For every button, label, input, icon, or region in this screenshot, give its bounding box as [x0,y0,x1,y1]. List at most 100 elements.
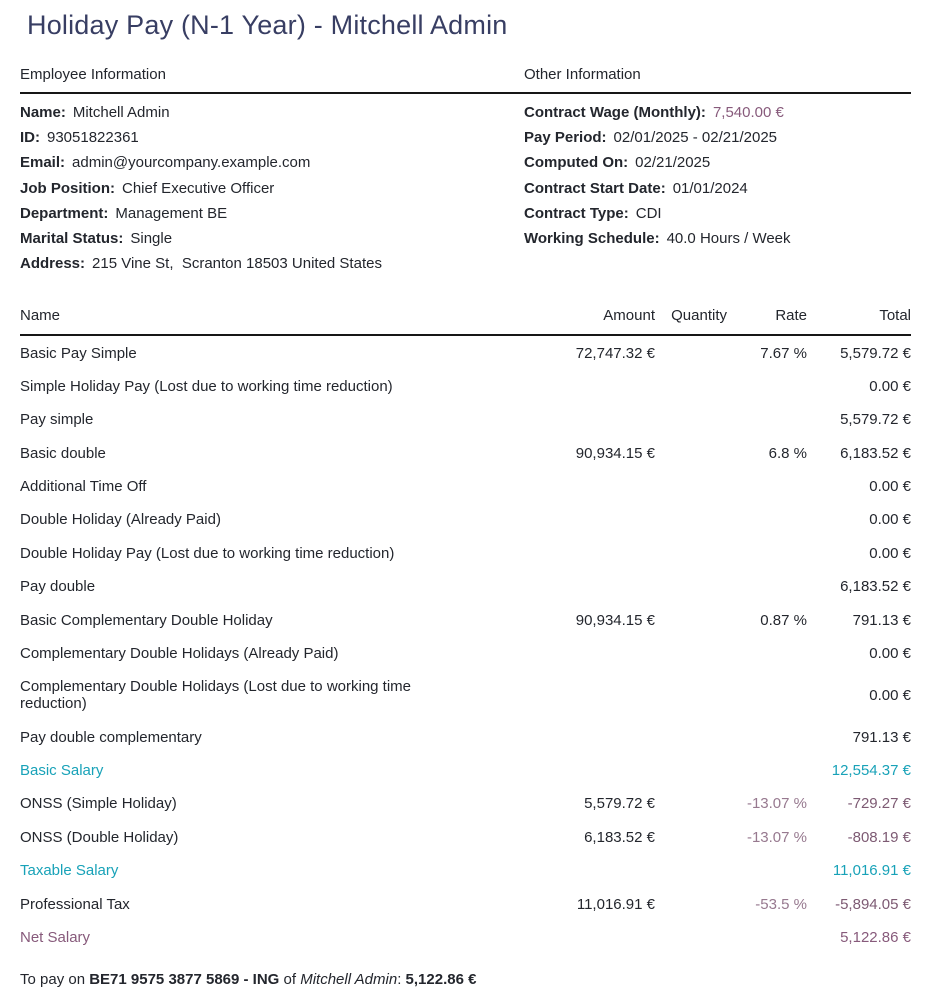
cell-amount: 90,934.15 € [575,611,655,629]
cell-name: Taxable Salary [20,862,119,880]
cell-name: Pay simple [20,411,94,429]
field-job-position: Job Position: Chief Executive Officer [20,176,524,201]
field-contract-wage: Contract Wage (Monthly): 7,540.00 € [524,100,911,125]
field-contract-start-date: Contract Start Date: 01/01/2024 [524,176,911,201]
field-contract-wage-value: 7,540.00 € [712,104,784,121]
field-contract-start-date-value: 01/01/2024 [672,179,748,197]
field-email-label: Email: [20,154,66,172]
cell-quantity [655,503,727,536]
cell-total: 11,016.91 € [832,862,911,880]
field-contract-type-label: Contract Type: [524,204,629,222]
cell-total: 6,183.52 € [840,578,911,596]
salary-table-row: Simple Holiday Pay (Lost due to working … [20,370,911,403]
salary-table-row: Double Holiday (Already Paid) 0.00 € [20,503,911,536]
cell-quantity [655,437,727,470]
cell-rate: -13.07 % [746,828,807,846]
info-section-headings: Employee Information Other Information [20,66,911,94]
salary-table: Name Amount Quantity Rate Total Basic Pa… [20,307,911,954]
salary-table-body: Basic Pay Simple 72,747.32 € 7.67 % 5,57… [20,335,911,954]
cell-amount [480,503,655,536]
other-info-heading: Other Information [524,66,641,83]
cell-quantity [655,570,727,603]
salary-table-row: Complementary Double Holidays (Lost due … [20,670,911,720]
column-header-rate: Rate [727,307,807,337]
cell-rate [727,921,807,954]
bank-account: BE71 9575 3877 5869 - ING [89,971,280,988]
cell-rate [727,537,807,570]
field-email-value: admin@yourcompany.example.com [72,154,311,172]
cell-amount [480,370,655,403]
cell-quantity [655,670,727,720]
field-contract-start-date-label: Contract Start Date: [524,179,666,197]
cell-name: Pay double complementary [20,728,202,746]
field-department: Department: Management BE [20,201,524,226]
cell-total: 5,122.86 € [840,928,911,946]
field-address-label: Address: [20,255,86,273]
salary-table-row: Double Holiday Pay (Lost due to working … [20,537,911,570]
cell-amount: 5,579.72 € [584,795,655,813]
field-computed-on-value: 02/21/2025 [635,154,711,172]
cell-total: -808.19 € [847,828,911,846]
cell-amount [480,721,655,754]
employee-info-fields: Name: Mitchell Admin ID: 93051822361 Email… [20,100,524,276]
field-id: ID: 93051822361 [20,125,524,150]
cell-name: ONSS (Simple Holiday) [20,795,177,813]
cell-rate: 7.67 % [760,344,807,362]
cell-rate [727,721,807,754]
pay-line-separator: : [397,971,406,988]
field-marital-status-label: Marital Status: [20,230,124,248]
cell-name: Basic Complementary Double Holiday [20,611,273,629]
cell-quantity [655,403,727,436]
cell-rate [727,637,807,670]
cell-amount [480,470,655,503]
field-job-position-label: Job Position: [20,179,115,197]
salary-table-row: Basic Pay Simple 72,747.32 € 7.67 % 5,57… [20,335,911,369]
pay-line-prefix: To pay on [20,971,90,988]
salary-table-row: Additional Time Off 0.00 € [20,470,911,503]
field-department-value: Management BE [115,204,228,222]
field-contract-type: Contract Type: CDI [524,201,911,226]
pay-line: To pay on BE71 9575 3877 5869 - ING of M… [20,971,911,988]
cell-quantity [655,854,727,887]
cell-quantity [655,335,727,369]
cell-quantity [655,603,727,636]
cell-quantity [655,821,727,854]
pay-line-mid: of [279,971,301,988]
cell-total: 6,183.52 € [840,444,911,462]
field-job-position-value: Chief Executive Officer [122,179,275,197]
cell-total: 12,554.37 € [831,762,911,780]
field-email: Email: admin@yourcompany.example.com [20,150,524,175]
employee-info-heading: Employee Information [20,66,166,83]
field-address-value: 215 Vine St, Scranton 18503 United State… [92,255,382,273]
field-working-schedule-value: 40.0 Hours / Week [666,230,791,248]
column-header-name: Name [20,307,480,337]
field-working-schedule-label: Working Schedule: [524,230,660,248]
cell-amount: 6,183.52 € [584,828,655,846]
cell-amount [480,921,655,954]
cell-amount: 11,016.91 € [576,895,655,913]
cell-rate [727,754,807,787]
cell-rate [727,570,807,603]
cell-total: 791.13 € [852,611,911,629]
field-id-label: ID: [20,129,40,147]
field-address: Address: 215 Vine St, Scranton 18503 Unit… [20,251,524,276]
salary-table-row: ONSS (Double Holiday) 6,183.52 € -13.07 … [20,821,911,854]
cell-amount [480,854,655,887]
cell-rate [727,403,807,436]
salary-table-row: Basic Complementary Double Holiday 90,93… [20,603,911,636]
salary-table-row: Basic Salary 12,554.37 € [20,754,911,787]
column-header-quantity: Quantity [655,307,727,337]
cell-total: 5,579.72 € [840,344,911,362]
salary-table-row: Professional Tax 11,016.91 € -53.5 % -5,… [20,887,911,920]
field-working-schedule: Working Schedule: 40.0 Hours / Week [524,226,911,251]
column-header-total: Total [807,307,911,337]
field-department-label: Department: [20,204,109,222]
field-pay-period: Pay Period: 02/01/2025 - 02/21/2025 [524,125,911,150]
field-contract-type-value: CDI [635,204,662,222]
field-computed-on: Computed On: 02/21/2025 [524,150,911,175]
cell-quantity [655,921,727,954]
cell-name: Professional Tax [20,895,130,913]
salary-table-row: Taxable Salary 11,016.91 € [20,854,911,887]
cell-name: Double Holiday (Already Paid) [20,511,221,529]
